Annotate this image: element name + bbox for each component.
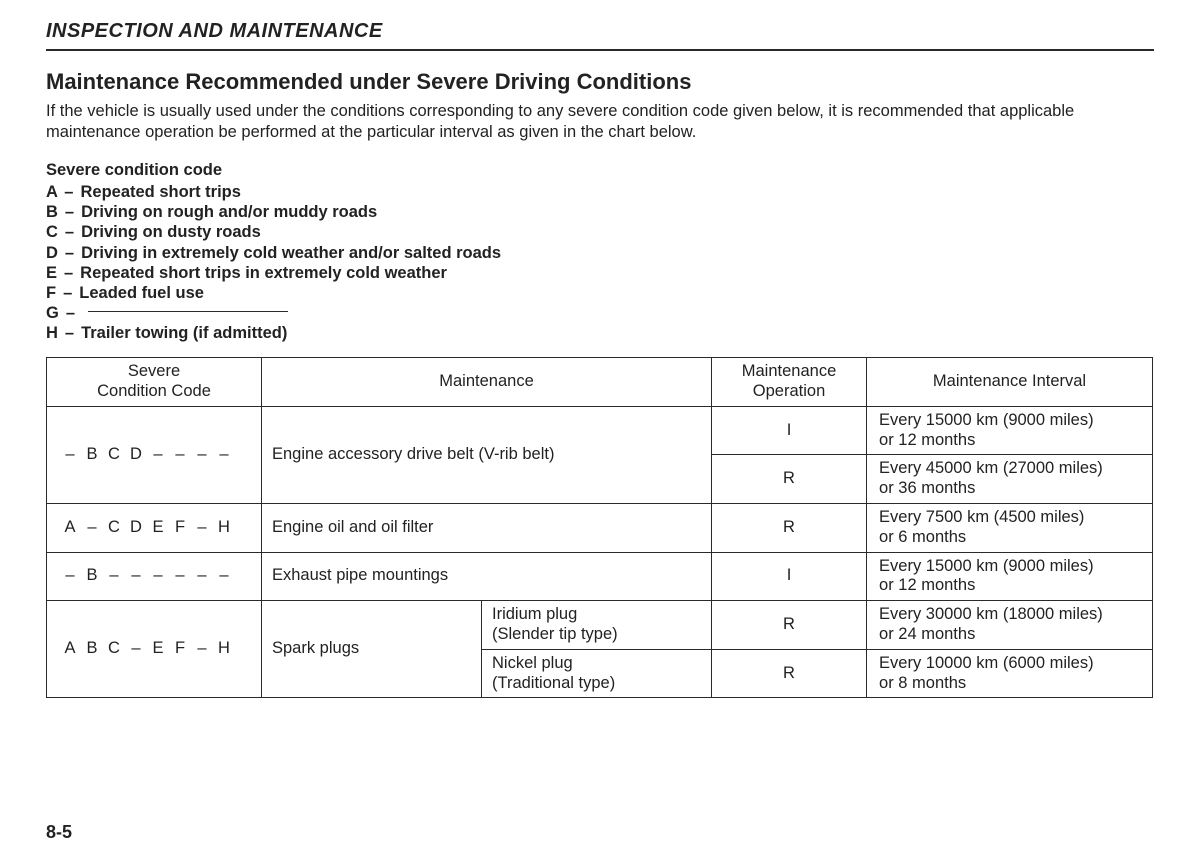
- code-list-item: D – Driving in extremely cold weather an…: [46, 243, 1154, 263]
- code-cell: –BCD––––: [47, 406, 262, 503]
- header-rule: [46, 49, 1154, 51]
- th-code: SevereCondition Code: [47, 358, 262, 407]
- interval-cell: Every 30000 km (18000 miles)or 24 months: [867, 601, 1153, 650]
- intro-paragraph: If the vehicle is usually used under the…: [46, 101, 1154, 143]
- operation-cell: R: [712, 649, 867, 698]
- code-cell: –B––––––: [47, 552, 262, 601]
- th-maintenance: Maintenance: [262, 358, 712, 407]
- page-title: Maintenance Recommended under Severe Dri…: [46, 69, 1154, 95]
- page-number: 8-5: [46, 822, 72, 843]
- interval-cell: Every 15000 km (9000 miles)or 12 months: [867, 406, 1153, 455]
- operation-cell: I: [712, 552, 867, 601]
- code-list-item: B – Driving on rough and/or muddy roads: [46, 202, 1154, 222]
- table-row: –BCD––––Engine accessory drive belt (V-r…: [47, 406, 1153, 455]
- operation-cell: R: [712, 455, 867, 504]
- code-list-item: C – Driving on dusty roads: [46, 222, 1154, 242]
- maintenance-subtype-cell: Iridium plug(Slender tip type): [482, 601, 712, 650]
- maintenance-subtype-cell: Nickel plug(Traditional type): [482, 649, 712, 698]
- table-header-row: SevereCondition Code Maintenance Mainten…: [47, 358, 1153, 407]
- operation-cell: R: [712, 504, 867, 553]
- maintenance-table: SevereCondition Code Maintenance Mainten…: [46, 357, 1153, 698]
- code-cell: ABC–EF–H: [47, 601, 262, 698]
- interval-cell: Every 7500 km (4500 miles)or 6 months: [867, 504, 1153, 553]
- table-row: –B––––––Exhaust pipe mountingsIEvery 150…: [47, 552, 1153, 601]
- codes-heading: Severe condition code: [46, 161, 1154, 180]
- th-operation: MaintenanceOperation: [712, 358, 867, 407]
- maintenance-cell: Exhaust pipe mountings: [262, 552, 712, 601]
- interval-cell: Every 15000 km (9000 miles)or 12 months: [867, 552, 1153, 601]
- maintenance-cell: Engine oil and oil filter: [262, 504, 712, 553]
- operation-cell: I: [712, 406, 867, 455]
- code-list-item: E – Repeated short trips in extremely co…: [46, 263, 1154, 283]
- interval-cell: Every 45000 km (27000 miles)or 36 months: [867, 455, 1153, 504]
- maintenance-cell: Engine accessory drive belt (V-rib belt): [262, 406, 712, 503]
- code-cell: A–CDEF–H: [47, 504, 262, 553]
- code-list-item: A – Repeated short trips: [46, 182, 1154, 202]
- code-list-item: G –: [46, 303, 1154, 323]
- code-list-item: H – Trailer towing (if admitted): [46, 323, 1154, 343]
- table-row: A–CDEF–HEngine oil and oil filterREvery …: [47, 504, 1153, 553]
- section-header: INSPECTION AND MAINTENANCE: [46, 20, 1154, 49]
- table-row: ABC–EF–HSpark plugsIridium plug(Slender …: [47, 601, 1153, 650]
- maintenance-cell: Spark plugs: [262, 601, 482, 698]
- th-interval: Maintenance Interval: [867, 358, 1153, 407]
- severe-condition-code-list: A – Repeated short tripsB – Driving on r…: [46, 182, 1154, 343]
- code-list-item: F – Leaded fuel use: [46, 283, 1154, 303]
- interval-cell: Every 10000 km (6000 miles)or 8 months: [867, 649, 1153, 698]
- operation-cell: R: [712, 601, 867, 650]
